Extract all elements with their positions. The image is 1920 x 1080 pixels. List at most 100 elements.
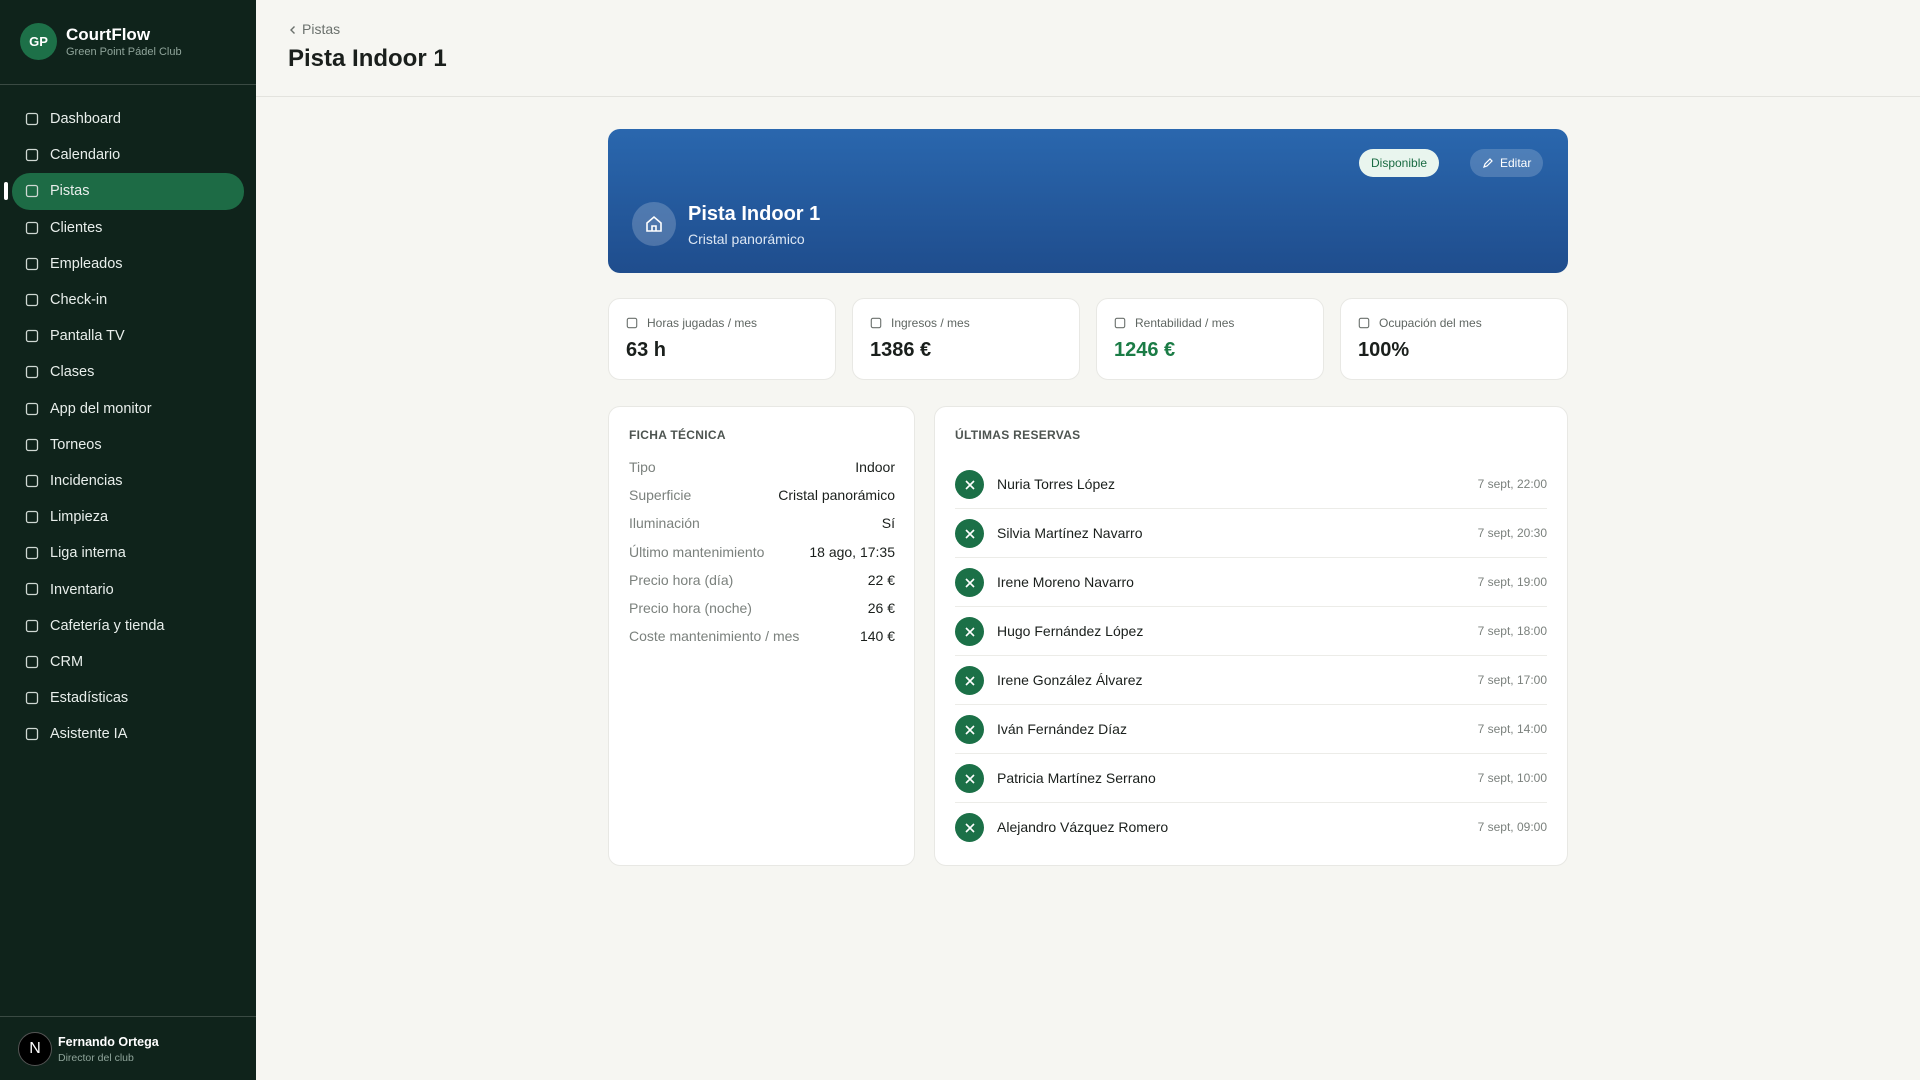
nav-item[interactable]: Check-in <box>0 282 256 318</box>
nav-label[interactable]: Dashboard <box>50 111 121 128</box>
booking-row[interactable]: Iván Fernández Díaz 7 sept, 14:00 <box>955 705 1547 754</box>
court-title: Pista Indoor 1 <box>688 203 821 225</box>
booking-name[interactable]: Hugo Fernández López <box>997 623 1144 639</box>
booking-avatar <box>955 568 984 597</box>
nav-item[interactable]: Clases <box>0 354 256 390</box>
booking-row[interactable]: Patricia Martínez Serrano 7 sept, 10:00 <box>955 754 1547 803</box>
nav-label[interactable]: Clientes <box>50 219 103 236</box>
stat-label: Ocupación del mes <box>1379 316 1482 330</box>
nav-label[interactable]: Pantalla TV <box>50 328 125 345</box>
icon <box>25 149 39 162</box>
booking-name[interactable]: Silvia Martínez Navarro <box>997 525 1143 541</box>
card-title: FICHA TÉCNICA <box>629 428 726 442</box>
sidebar: GP CourtFlow Green Point Pádel Club Dash… <box>0 0 256 1080</box>
nav-label[interactable]: Limpieza <box>50 509 109 526</box>
booking-time: 7 sept, 19:00 <box>1477 575 1547 589</box>
booking-time: 7 sept, 14:00 <box>1477 722 1547 736</box>
booking-row[interactable]: Alejandro Vázquez Romero 7 sept, 09:00 <box>955 803 1547 852</box>
spec-card: FICHA TÉCNICA Tipo Indoor Superficie Crista… <box>608 406 915 866</box>
booking-avatar <box>955 666 984 695</box>
spec-row: Precio hora (día) 22 € <box>629 572 895 592</box>
nav-label[interactable]: Torneos <box>50 436 102 453</box>
nav-item[interactable]: Calendario <box>0 137 256 173</box>
icon <box>25 329 39 343</box>
icon <box>25 402 39 415</box>
spec-row: Iluminación Sí <box>629 515 895 535</box>
booking-time: 7 sept, 22:00 <box>1477 477 1547 491</box>
brand: CourtFlow <box>66 25 151 44</box>
spec-row: Precio hora (noche) 26 € <box>629 600 895 620</box>
booking-avatar <box>955 813 984 842</box>
nav-label[interactable]: Pistas <box>50 183 90 200</box>
booking-time: 7 sept, 10:00 <box>1477 771 1547 785</box>
user-panel[interactable]: N Fernando Ortega Director del club <box>0 1016 256 1080</box>
booking-name[interactable]: Iván Fernández Díaz <box>997 721 1127 737</box>
icon <box>25 510 39 524</box>
nav-label[interactable]: Liga interna <box>50 545 126 562</box>
nav-item[interactable]: Asistente IA <box>0 716 256 752</box>
spec-row: Superficie Cristal panorámico <box>629 487 895 507</box>
nav-item[interactable]: Torneos <box>0 427 256 463</box>
edit-label[interactable]: Editar <box>1500 156 1532 170</box>
user-avatar: N <box>18 1032 52 1066</box>
booking-row[interactable]: Nuria Torres López 7 sept, 22:00 <box>955 460 1547 509</box>
nav-label[interactable]: Cafetería y tienda <box>50 617 165 634</box>
booking-row[interactable]: Irene González Álvarez 7 sept, 17:00 <box>955 656 1547 705</box>
nav-item[interactable]: Incidencias <box>0 463 256 499</box>
stat-card: Rentabilidad / mes 1246 € <box>1096 298 1324 380</box>
booking-row[interactable]: Hugo Fernández López 7 sept, 18:00 <box>955 607 1547 656</box>
edit-button[interactable]: Editar <box>1470 149 1544 177</box>
stat-card: Ocupación del mes 100% <box>1340 298 1568 380</box>
booking-name[interactable]: Alejandro Vázquez Romero <box>997 819 1169 835</box>
court-banner: Pista Indoor 1 Cristal panorámico Dispon… <box>608 129 1568 273</box>
booking-row[interactable]: Irene Moreno Navarro 7 sept, 19:00 <box>955 558 1547 607</box>
booking-name[interactable]: Irene González Álvarez <box>997 672 1143 688</box>
spec-value: 140 € <box>859 628 895 645</box>
booking-avatar <box>955 617 984 646</box>
court-icon <box>632 202 676 246</box>
nav-label[interactable]: App del monitor <box>50 400 152 417</box>
nav-item[interactable]: Estadísticas <box>0 680 256 716</box>
icon <box>25 728 39 741</box>
icon <box>870 317 882 329</box>
spec-row: Último mantenimiento 18 ago, 17:35 <box>629 544 895 564</box>
nav-item[interactable]: CRM <box>0 644 256 680</box>
nav-label[interactable]: Asistente IA <box>50 726 128 743</box>
nav-item[interactable]: Limpieza <box>0 499 256 535</box>
card-title: ÚLTIMAS RESERVAS <box>955 428 1081 442</box>
user-role: Director del club <box>58 1052 134 1064</box>
stats: Horas jugadas / mes 63 h Ingresos / mes 138… <box>608 298 1568 380</box>
spec-key: Precio hora (día) <box>629 571 734 588</box>
court-subtitle: Cristal panorámico <box>688 231 805 247</box>
nav-label[interactable]: Incidencias <box>50 472 123 489</box>
icon <box>25 185 39 198</box>
nav-item[interactable]: Pistas <box>12 173 244 210</box>
nav-item[interactable]: Dashboard <box>0 101 256 137</box>
booking-name[interactable]: Patricia Martínez Serrano <box>997 770 1156 786</box>
nav-label[interactable]: Check-in <box>50 292 108 309</box>
nav-item[interactable]: Liga interna <box>0 535 256 571</box>
nav-item[interactable]: Cafetería y tienda <box>0 608 256 644</box>
nav-item[interactable]: Empleados <box>0 246 256 282</box>
stat-card: Horas jugadas / mes 63 h <box>608 298 836 380</box>
stat-card: Ingresos / mes 1386 € <box>852 298 1080 380</box>
breadcrumb-text[interactable]: Pistas <box>302 21 341 37</box>
booking-name[interactable]: Irene Moreno Navarro <box>997 574 1134 590</box>
spec-value: 22 € <box>867 571 895 588</box>
nav-label[interactable]: Calendario <box>50 147 121 164</box>
nav-label[interactable]: Estadísticas <box>50 690 129 707</box>
booking-name[interactable]: Nuria Torres López <box>997 476 1116 492</box>
nav-label[interactable]: Inventario <box>50 581 114 598</box>
nav-item[interactable]: Inventario <box>0 571 256 607</box>
nav-item[interactable]: Pantalla TV <box>0 318 256 354</box>
booking-row[interactable]: Silvia Martínez Navarro 7 sept, 20:30 <box>955 509 1547 558</box>
booking-time: 7 sept, 20:30 <box>1477 526 1547 540</box>
status-badge: Disponible <box>1359 149 1440 177</box>
nav-label[interactable]: CRM <box>50 653 84 670</box>
nav-item[interactable]: Clientes <box>0 210 256 246</box>
breadcrumb[interactable]: Pistas <box>288 21 340 37</box>
nav-item[interactable]: App del monitor <box>0 391 256 427</box>
nav-label[interactable]: Empleados <box>50 255 123 272</box>
nav-label[interactable]: Clases <box>50 364 95 381</box>
